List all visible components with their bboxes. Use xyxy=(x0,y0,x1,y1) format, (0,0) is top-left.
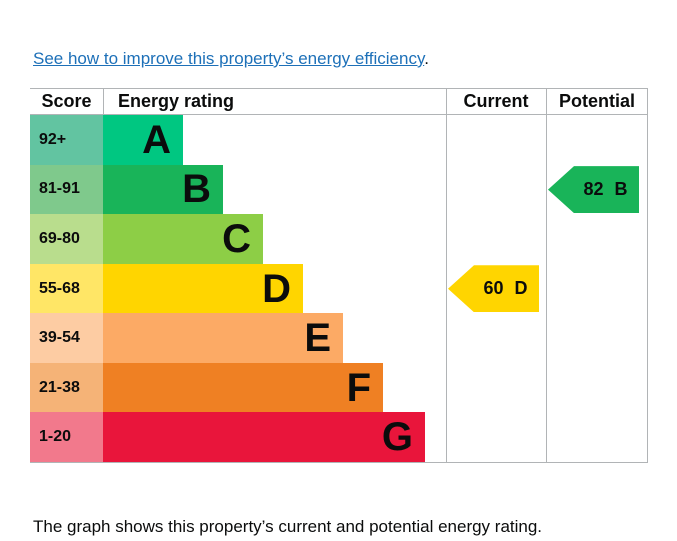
band-bar: G xyxy=(103,412,425,463)
current-rating-score: 60 xyxy=(483,278,504,299)
band-bar: F xyxy=(103,362,383,413)
chart-header: Score Energy rating Current Potential xyxy=(30,89,648,114)
band-letter: A xyxy=(142,117,171,162)
score-column-rule xyxy=(103,89,104,114)
chart-header-energy-rating: Energy rating xyxy=(118,91,235,111)
band-score-range: 21-38 xyxy=(30,362,103,413)
band-letter: E xyxy=(304,316,331,361)
potential-column-rule xyxy=(546,89,547,462)
band-bar: B xyxy=(103,164,223,215)
band-score-range: 69-80 xyxy=(30,214,103,264)
chart-right-rule xyxy=(647,89,648,462)
band-letter: F xyxy=(346,365,371,410)
chart-header-potential: Potential xyxy=(558,91,635,111)
band-row: 21-38 F xyxy=(30,362,648,413)
band-letter: G xyxy=(381,415,413,460)
potential-rating-arrow: 82 B xyxy=(548,166,639,214)
band-bar: A xyxy=(103,115,183,165)
band-score-range: 1-20 xyxy=(30,412,103,463)
chart-caption: The graph shows this property’s current … xyxy=(33,517,543,536)
potential-rating-score: 82 xyxy=(583,179,604,200)
current-column-rule xyxy=(446,89,447,462)
band-row: 55-68 D xyxy=(30,263,648,314)
band-bar: D xyxy=(103,263,303,314)
band-letter: D xyxy=(262,266,291,311)
band-bar: E xyxy=(103,313,343,363)
band-letter: B xyxy=(182,167,211,212)
band-row: 1-20 G xyxy=(30,412,648,463)
band-rows: 92+ A 81-91 B 69-80 C 55-68 D 39-54 xyxy=(30,115,648,463)
header-rule xyxy=(30,114,648,115)
band-score-range: 39-54 xyxy=(30,313,103,363)
improve-link-line: See how to improve this property’s energ… xyxy=(33,48,429,70)
band-bar: C xyxy=(103,214,263,264)
band-row: 92+ A xyxy=(30,115,648,165)
band-score-range: 55-68 xyxy=(30,263,103,314)
band-letter: C xyxy=(222,216,251,261)
improve-link[interactable]: See how to improve this property’s energ… xyxy=(33,49,425,68)
chart-header-current: Current xyxy=(463,91,529,111)
potential-rating-band: B xyxy=(614,179,628,200)
current-rating-band: D xyxy=(514,278,528,299)
energy-rating-chart: Score Energy rating Current Potential 92… xyxy=(30,88,648,463)
band-row: 69-80 C xyxy=(30,214,648,264)
link-period: . xyxy=(424,49,429,68)
band-score-range: 81-91 xyxy=(30,164,103,215)
band-row: 39-54 E xyxy=(30,313,648,363)
band-score-range: 92+ xyxy=(30,115,103,165)
band-row: 81-91 B xyxy=(30,164,648,215)
chart-header-score: Score xyxy=(41,91,92,111)
